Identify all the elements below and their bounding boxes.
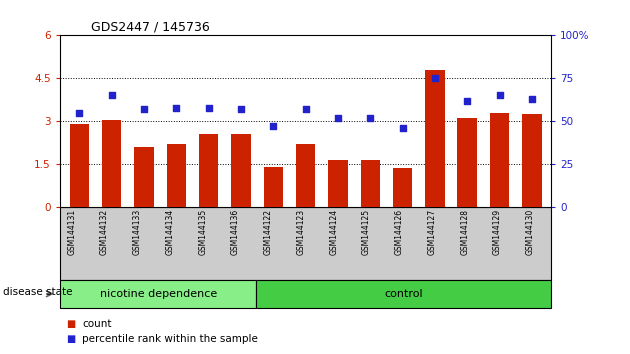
Text: disease state: disease state [3, 287, 72, 297]
Point [333, 115, 343, 121]
Point [171, 105, 181, 110]
Bar [328, 160, 348, 207]
Text: GSM144123: GSM144123 [297, 209, 306, 255]
Bar [393, 169, 412, 207]
Bar [69, 124, 89, 207]
Bar [231, 134, 251, 207]
Text: nicotine dependence: nicotine dependence [100, 289, 217, 299]
Text: GSM144136: GSM144136 [231, 209, 240, 255]
Text: ■: ■ [66, 334, 76, 344]
Bar [102, 120, 121, 207]
Text: GSM144124: GSM144124 [329, 209, 338, 255]
Text: GSM144129: GSM144129 [493, 209, 502, 255]
Point [301, 107, 311, 112]
Text: GSM144131: GSM144131 [67, 209, 76, 255]
Text: GSM144134: GSM144134 [166, 209, 175, 255]
Point [495, 93, 505, 98]
Point [139, 107, 149, 112]
Text: GSM144128: GSM144128 [461, 209, 469, 255]
Point [106, 93, 117, 98]
Point [398, 125, 408, 131]
Text: count: count [82, 319, 112, 329]
Bar [134, 147, 154, 207]
Text: GSM144125: GSM144125 [362, 209, 371, 255]
Point [268, 124, 278, 129]
Text: GSM144135: GSM144135 [198, 209, 207, 255]
Bar [166, 144, 186, 207]
Bar [490, 113, 509, 207]
Point [527, 96, 537, 102]
Point [236, 107, 246, 112]
Point [203, 105, 214, 110]
Text: GSM144132: GSM144132 [100, 209, 109, 255]
Bar [457, 118, 477, 207]
Bar [360, 160, 380, 207]
Bar [522, 114, 542, 207]
Text: GDS2447 / 145736: GDS2447 / 145736 [91, 21, 210, 34]
Bar [425, 70, 445, 207]
Text: GSM144133: GSM144133 [133, 209, 142, 255]
Bar [199, 134, 218, 207]
Text: GSM144130: GSM144130 [526, 209, 535, 255]
Text: ■: ■ [66, 319, 76, 329]
Text: control: control [384, 289, 423, 299]
Point [74, 110, 84, 115]
Point [462, 98, 472, 103]
Text: GSM144122: GSM144122 [264, 209, 273, 255]
Text: percentile rank within the sample: percentile rank within the sample [82, 334, 258, 344]
Bar [263, 167, 283, 207]
Point [430, 75, 440, 81]
Text: GSM144126: GSM144126 [395, 209, 404, 255]
Bar [296, 144, 315, 207]
Text: GSM144127: GSM144127 [428, 209, 437, 255]
Point [365, 115, 375, 121]
